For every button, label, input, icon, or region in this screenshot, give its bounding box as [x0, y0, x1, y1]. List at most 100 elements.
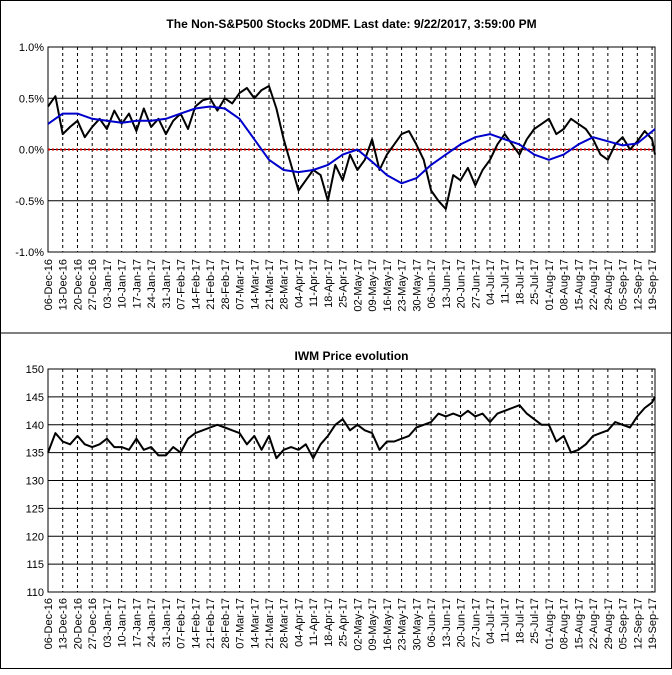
x-tick-label: 13-Dec-16 [58, 259, 70, 310]
x-tick-label: 01-Aug-17 [544, 598, 556, 649]
x-tick-label: 06-Dec-16 [43, 598, 55, 649]
x-tick-label: 24-Jan-17 [146, 259, 158, 309]
x-tick-label: 14-Mar-17 [249, 598, 261, 649]
chart-title: The Non-S&P500 Stocks 20DMF. Last date: … [166, 17, 536, 31]
x-tick-label: 31-Jan-17 [161, 259, 173, 309]
y-tick-label: 135 [26, 448, 44, 460]
x-tick-label: 19-Sep-17 [647, 598, 659, 649]
x-tick-label: 07-Mar-17 [235, 259, 247, 310]
y-tick-label: 150 [26, 364, 44, 376]
x-tick-label: 04-Apr-17 [293, 598, 305, 647]
x-tick-label: 27-Dec-16 [87, 259, 99, 310]
x-tick-label: 18-Apr-17 [323, 259, 335, 308]
y-tick-label: 0.0% [19, 145, 44, 157]
x-tick-label: 12-Sep-17 [632, 598, 644, 649]
y-tick-label: 0.5% [19, 93, 44, 105]
y-tick-label: 110 [26, 587, 44, 599]
plot-area [47, 368, 656, 593]
x-tick-label: 01-Aug-17 [544, 259, 556, 310]
x-tick-label: 20-Jun-17 [456, 598, 468, 648]
y-tick-label: 130 [26, 476, 44, 488]
x-tick-label: 29-Aug-17 [603, 259, 615, 310]
y-tick-label: 120 [26, 531, 44, 543]
x-tick-label: 20-Jun-17 [456, 259, 468, 309]
x-tick-label: 27-Jun-17 [470, 598, 482, 648]
y-tick-label: 125 [26, 503, 44, 515]
x-tick-label: 17-Jan-17 [131, 598, 143, 648]
x-tick-label: 18-Jul-17 [514, 598, 526, 644]
x-tick-label: 20-Dec-16 [72, 259, 84, 310]
x-tick-label: 23-May-17 [397, 259, 409, 312]
x-tick-label: 09-May-17 [367, 598, 379, 651]
y-tick-label: 140 [26, 420, 44, 432]
x-tick-label: 28-Feb-17 [220, 259, 232, 310]
y-tick-label: -1.0% [15, 247, 44, 259]
y-tick-label: -0.5% [15, 196, 44, 208]
x-tick-label: 14-Feb-17 [190, 598, 202, 649]
x-tick-label: 05-Sep-17 [618, 598, 630, 649]
x-tick-label: 10-Jan-17 [117, 598, 129, 648]
x-tick-label: 12-Sep-17 [632, 259, 644, 310]
x-tick-label: 20-Dec-16 [72, 598, 84, 649]
x-tick-label: 06-Dec-16 [43, 259, 55, 310]
x-tick-label: 13-Dec-16 [58, 598, 70, 649]
y-tick-label: 115 [26, 559, 44, 571]
x-tick-label: 25-Apr-17 [338, 598, 350, 647]
chart-1: The Non-S&P500 Stocks 20DMF. Last date: … [15, 17, 659, 312]
x-tick-label: 22-Aug-17 [588, 598, 600, 649]
x-tick-label: 02-May-17 [352, 598, 364, 651]
x-tick-label: 08-Aug-17 [559, 598, 571, 649]
x-tick-label: 25-Jul-17 [529, 259, 541, 305]
x-tick-label: 11-Apr-17 [308, 598, 320, 646]
x-tick-label: 07-Mar-17 [235, 598, 247, 649]
x-tick-label: 27-Dec-16 [87, 598, 99, 649]
x-tick-label: 03-Jan-17 [102, 259, 114, 309]
x-tick-label: 09-May-17 [367, 259, 379, 312]
x-tick-label: 28-Mar-17 [279, 259, 291, 310]
x-tick-label: 10-Jan-17 [117, 259, 129, 309]
x-tick-label: 21-Feb-17 [205, 259, 217, 310]
x-tick-label: 11-Jul-17 [500, 598, 512, 643]
x-tick-label: 04-Apr-17 [293, 259, 305, 308]
x-tick-label: 30-May-17 [411, 259, 423, 312]
x-tick-label: 07-Feb-17 [176, 259, 188, 310]
x-tick-label: 03-Jan-17 [102, 598, 114, 648]
x-tick-label: 22-Aug-17 [588, 259, 600, 310]
x-tick-label: 28-Feb-17 [220, 598, 232, 649]
x-tick-label: 14-Mar-17 [249, 259, 261, 310]
x-tick-label: 04-Jul-17 [485, 598, 497, 644]
x-tick-label: 25-Apr-17 [338, 259, 350, 308]
x-tick-label: 27-Jun-17 [470, 259, 482, 309]
x-tick-label: 16-May-17 [382, 598, 394, 651]
x-tick-label: 16-May-17 [382, 259, 394, 312]
x-tick-label: 04-Jul-17 [485, 259, 497, 305]
x-tick-label: 11-Apr-17 [308, 259, 320, 307]
x-tick-label: 21-Mar-17 [264, 259, 276, 310]
chart-title: IWM Price evolution [294, 349, 408, 363]
x-tick-label: 25-Jul-17 [529, 598, 541, 644]
x-tick-label: 21-Mar-17 [264, 598, 276, 649]
x-tick-label: 28-Mar-17 [279, 598, 291, 649]
y-tick-label: 145 [26, 392, 44, 404]
series-line-2 [47, 105, 656, 185]
chart-2: IWM Price evolution 150 145 140 135 130 125 120… [26, 349, 659, 651]
x-tick-label: 06-Jun-17 [426, 259, 438, 309]
x-tick-label: 17-Jan-17 [131, 259, 143, 309]
x-tick-label: 13-Jun-17 [441, 598, 453, 648]
x-tick-label: 19-Sep-17 [647, 259, 659, 310]
x-tick-label: 15-Aug-17 [573, 598, 585, 649]
x-tick-label: 31-Jan-17 [161, 598, 173, 648]
x-tick-label: 05-Sep-17 [618, 259, 630, 310]
x-tick-label: 11-Jul-17 [500, 259, 512, 304]
x-tick-label: 21-Feb-17 [205, 598, 217, 649]
x-tick-label: 24-Jan-17 [146, 598, 158, 648]
x-tick-label: 18-Apr-17 [323, 598, 335, 647]
x-tick-label: 29-Aug-17 [603, 598, 615, 649]
series-line-1 [47, 85, 656, 210]
x-tick-label: 08-Aug-17 [559, 259, 571, 310]
x-tick-label: 02-May-17 [352, 259, 364, 312]
x-tick-label: 18-Jul-17 [514, 259, 526, 305]
x-tick-label: 13-Jun-17 [441, 259, 453, 309]
x-tick-label: 06-Jun-17 [426, 598, 438, 648]
